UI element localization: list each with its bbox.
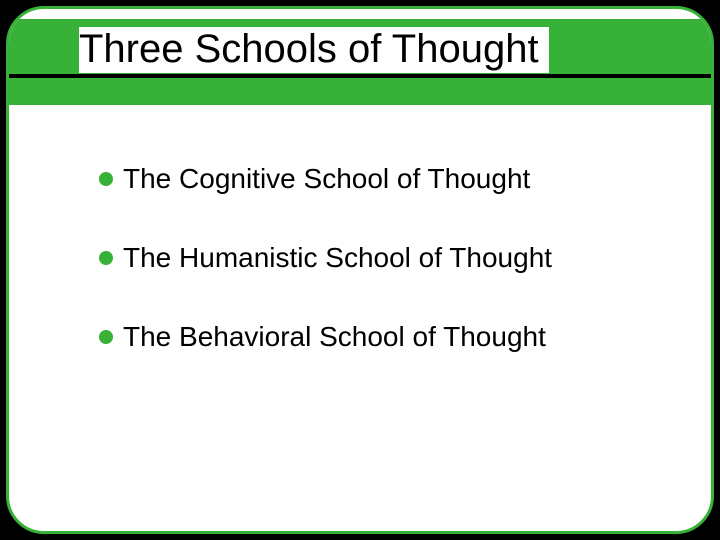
- list-item-text: The Humanistic School of Thought: [123, 243, 552, 274]
- bullet-icon: [99, 330, 113, 344]
- bullet-icon: [99, 251, 113, 265]
- list-item: The Behavioral School of Thought: [99, 322, 651, 353]
- list-item: The Cognitive School of Thought: [99, 164, 651, 195]
- list-item-text: The Cognitive School of Thought: [123, 164, 530, 195]
- slide-container: Three Schools of Thought The Cognitive S…: [6, 6, 714, 534]
- list-item-text: The Behavioral School of Thought: [123, 322, 546, 353]
- slide-title: Three Schools of Thought: [79, 27, 549, 73]
- list-item: The Humanistic School of Thought: [99, 243, 651, 274]
- bullet-icon: [99, 172, 113, 186]
- content-area: The Cognitive School of Thought The Huma…: [99, 164, 651, 400]
- title-underline: [6, 74, 714, 78]
